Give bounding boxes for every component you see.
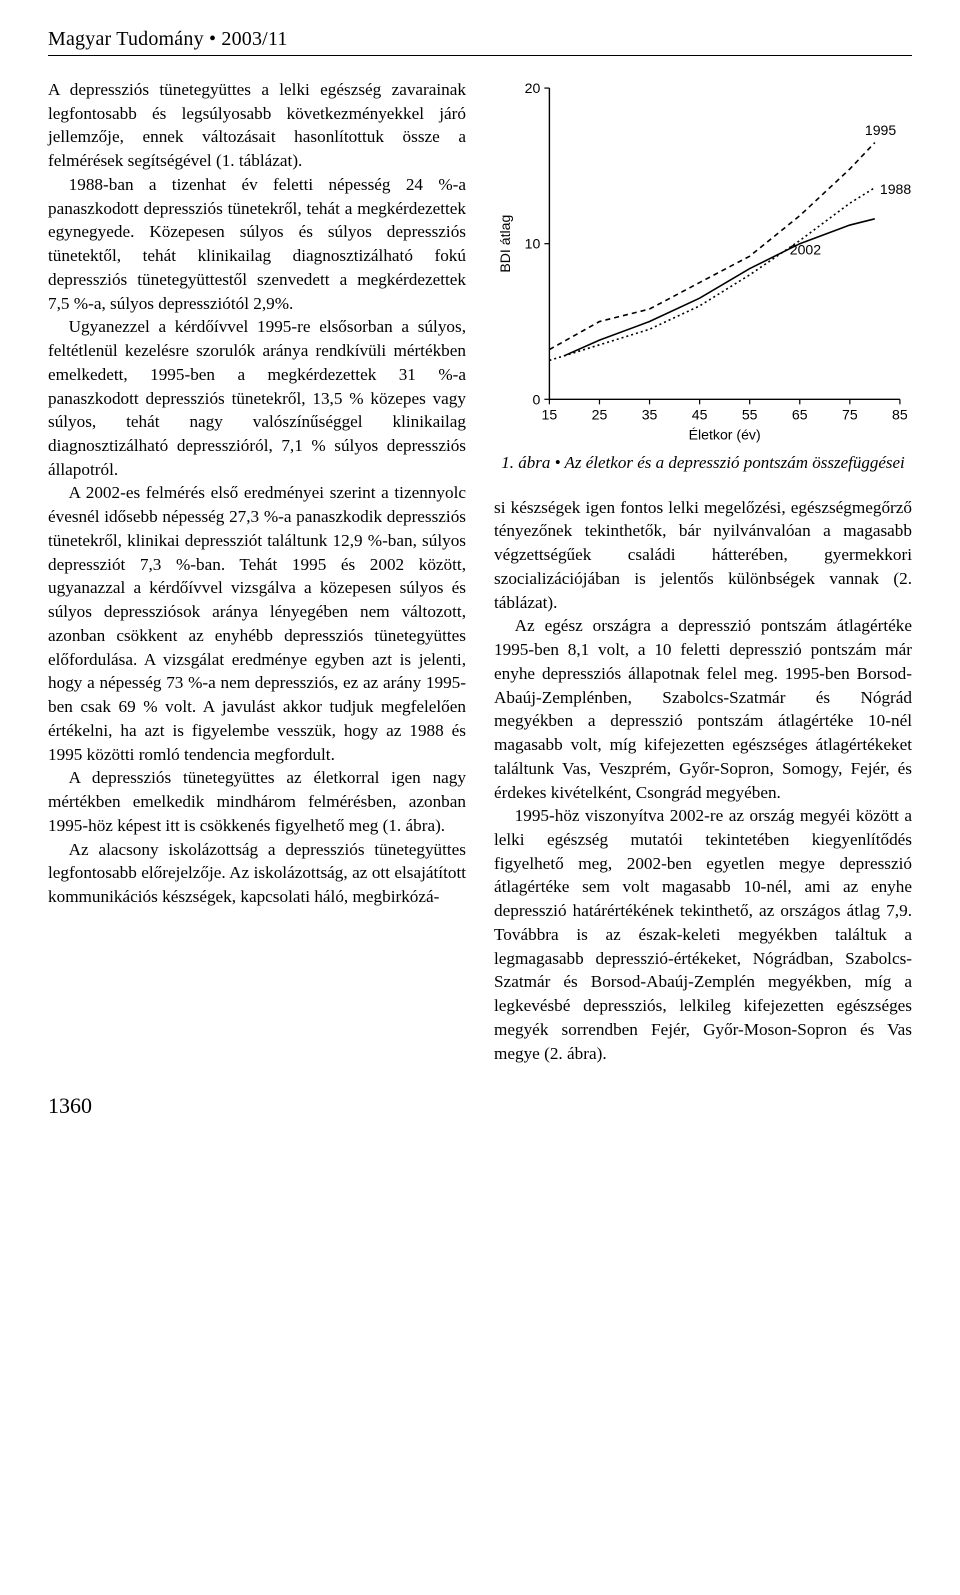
two-column-body: A depressziós tünetegyüttes a lelki egés…	[48, 78, 912, 1065]
svg-text:25: 25	[592, 406, 608, 422]
paragraph: 1988-ban a tizenhat év feletti népesség …	[48, 173, 466, 315]
figure-1: 0 10 20 15 25 35 45 55 65 75 85 Életkor (év) BDI átl…	[494, 78, 912, 488]
page: Magyar Tudomány • 2003/11 A depressziós …	[0, 0, 960, 1159]
paragraph: A depressziós tünetegyüttes az életkorra…	[48, 766, 466, 837]
paragraph: Ugyanezzel a kérdőívvel 1995-re elsősorb…	[48, 315, 466, 481]
paragraph: A depressziós tünetegyüttes a lelki egés…	[48, 78, 466, 173]
figure-caption: 1. ábra • Az életkor és a depresszió pon…	[494, 452, 912, 474]
svg-text:1988: 1988	[880, 181, 912, 197]
svg-text:20: 20	[525, 80, 541, 96]
paragraph: Az alacsony iskolázottság a depressziós …	[48, 838, 466, 909]
svg-text:1995: 1995	[865, 122, 897, 138]
svg-text:55: 55	[742, 406, 758, 422]
running-head: Magyar Tudomány • 2003/11	[48, 28, 912, 51]
caption-lead: 1. ábra •	[501, 453, 560, 472]
svg-text:Életkor (év): Életkor (év)	[689, 427, 761, 443]
svg-text:2002: 2002	[790, 242, 822, 258]
svg-text:10: 10	[525, 236, 541, 252]
paragraph: si készségek igen fontos lelki megelőzés…	[494, 496, 912, 615]
paragraph: 1995-höz viszonyítva 2002-re az ország m…	[494, 804, 912, 1065]
svg-text:65: 65	[792, 406, 808, 422]
paragraph: Az egész országra a depresszió pontszám …	[494, 614, 912, 804]
svg-text:85: 85	[892, 406, 908, 422]
caption-text: Az életkor és a depresszió pontszám össz…	[561, 453, 905, 472]
paragraph: A 2002-es felmérés első eredményei szeri…	[48, 481, 466, 766]
svg-text:0: 0	[532, 391, 540, 407]
line-chart: 0 10 20 15 25 35 45 55 65 75 85 Életkor (év) BDI átl…	[494, 78, 912, 446]
svg-text:45: 45	[692, 406, 708, 422]
svg-text:35: 35	[642, 406, 658, 422]
svg-text:BDI átlag: BDI átlag	[497, 215, 513, 273]
svg-text:75: 75	[842, 406, 858, 422]
svg-text:15: 15	[542, 406, 558, 422]
header-rule	[48, 55, 912, 56]
page-number: 1360	[48, 1093, 912, 1119]
